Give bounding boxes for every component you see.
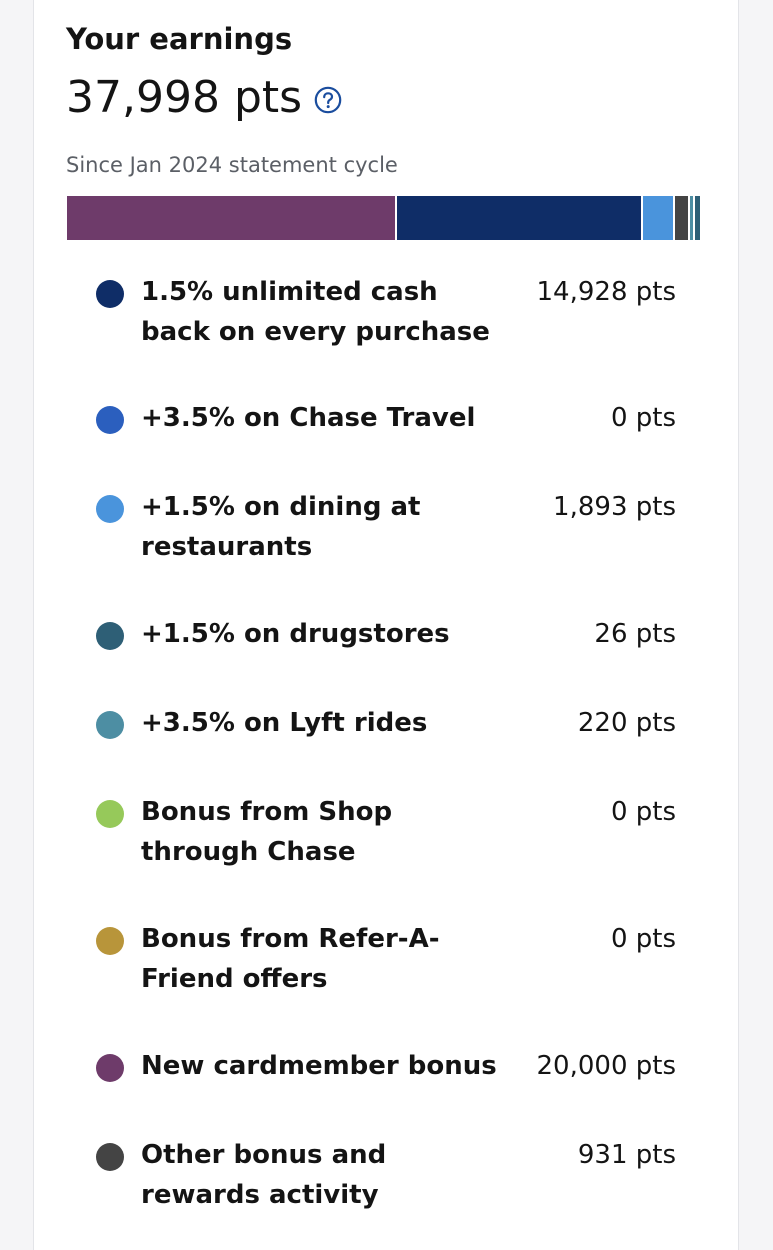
category-points: 14,928 pts [536,277,676,307]
category-points: 0 pts [610,797,676,827]
statement-cycle-note: Since Jan 2024 statement cycle [66,153,398,177]
bar-segment [67,196,398,240]
category-label: +3.5% on Chase Travel [141,403,476,433]
earnings-card: Your earnings 37,998 pts Since Jan 2024 … [33,0,739,1250]
earnings-category-row: Other bonus and rewards activity 931 pts [34,1123,740,1250]
bar-segment [674,196,690,240]
category-label: 1.5% unlimited cash back on every purcha… [141,277,490,347]
earnings-category-row: +3.5% on Chase Travel 0 pts [34,386,740,475]
earnings-total: 37,998 pts [66,72,303,123]
category-color-dot-icon [96,711,124,739]
category-points: 0 pts [610,924,676,954]
bar-segment [643,196,675,240]
earnings-category-row: Bonus from Shop through Chase 0 pts [34,780,740,907]
category-label: Bonus from Refer-A-Friend offers [141,924,440,994]
category-label: +1.5% on dining at restaurants [141,492,421,562]
question-circle-icon[interactable] [314,86,342,114]
category-label: New cardmember bonus [141,1051,497,1081]
category-label: +1.5% on drugstores [141,619,450,649]
earnings-title: Your earnings [66,22,293,56]
category-points: 20,000 pts [536,1051,676,1081]
earnings-total-row: 37,998 pts [66,70,342,126]
category-points: 26 pts [594,619,676,649]
category-color-dot-icon [96,495,124,523]
bar-segment [694,196,700,240]
category-points: 1,893 pts [553,492,676,522]
bar-segment [397,196,644,240]
earnings-category-row: +3.5% on Lyft rides 220 pts [34,691,740,780]
category-color-dot-icon [96,1143,124,1171]
earnings-breakdown-bar [67,196,700,240]
earnings-category-list: 1.5% unlimited cash back on every purcha… [34,260,740,1250]
category-points: 931 pts [577,1140,676,1170]
category-color-dot-icon [96,927,124,955]
category-label: +3.5% on Lyft rides [141,708,428,738]
bar-segment [689,196,695,240]
earnings-category-row: 1.5% unlimited cash back on every purcha… [34,260,740,386]
category-label: Other bonus and rewards activity [141,1140,387,1210]
category-color-dot-icon [96,1054,124,1082]
category-color-dot-icon [96,280,124,308]
earnings-category-row: +1.5% on drugstores 26 pts [34,602,740,691]
category-points: 0 pts [610,403,676,433]
category-color-dot-icon [96,800,124,828]
category-label: Bonus from Shop through Chase [141,797,393,867]
earnings-category-row: Bonus from Refer-A-Friend offers 0 pts [34,907,740,1034]
category-points: 220 pts [577,708,676,738]
category-color-dot-icon [96,622,124,650]
earnings-category-row: +1.5% on dining at restaurants 1,893 pts [34,475,740,602]
category-color-dot-icon [96,406,124,434]
earnings-category-row: New cardmember bonus 20,000 pts [34,1034,740,1123]
